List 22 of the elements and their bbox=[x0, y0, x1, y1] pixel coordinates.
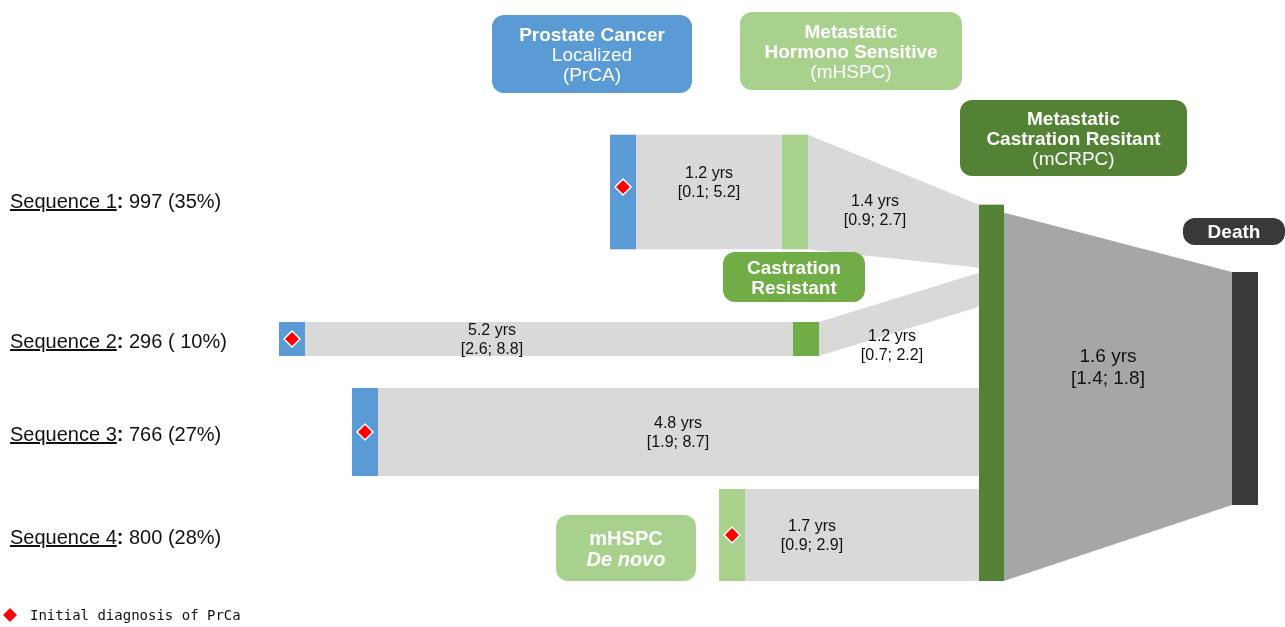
text: 1.2 yrs [0.1; 5.2] bbox=[677, 164, 741, 200]
text: 1.7 yrs [0.9; 2.9] bbox=[780, 517, 844, 553]
category-label: Sequence 4 bbox=[10, 526, 117, 548]
text: 5.2 yrs [2.6; 8.8] bbox=[460, 321, 524, 357]
data-label: : 296 ( 10%) bbox=[116, 330, 227, 352]
text: 4.8 yrs [1.9; 8.7] bbox=[646, 414, 710, 450]
text: 1.6 yrs [1.4; 1.8] bbox=[1071, 344, 1145, 388]
text: Initial diagnosis of PrCa bbox=[30, 606, 241, 623]
text: Castration Resistant bbox=[747, 256, 841, 298]
category-label: Sequence 2 bbox=[10, 330, 117, 352]
text: 1.2 yrs [0.7; 2.2] bbox=[860, 327, 924, 363]
text: mHSPC De novo bbox=[586, 526, 666, 570]
category-label: Sequence 3 bbox=[10, 423, 117, 445]
text: Metastatic Hormono Sensitive (mHSPC) bbox=[764, 20, 938, 82]
text: Metastatic Castration Resitant (mCRPC) bbox=[986, 107, 1162, 169]
data-label: : 800 (28%) bbox=[116, 526, 222, 548]
data-label: : 766 (27%) bbox=[116, 423, 222, 445]
text: 1.4 yrs [0.9; 2.7] bbox=[843, 192, 907, 228]
text: Prostate Cancer Localized (PrCA) bbox=[519, 23, 666, 85]
data-label: : 997 (35%) bbox=[116, 190, 222, 212]
text: Death bbox=[1207, 221, 1261, 243]
category-label: Sequence 1 bbox=[10, 190, 117, 212]
